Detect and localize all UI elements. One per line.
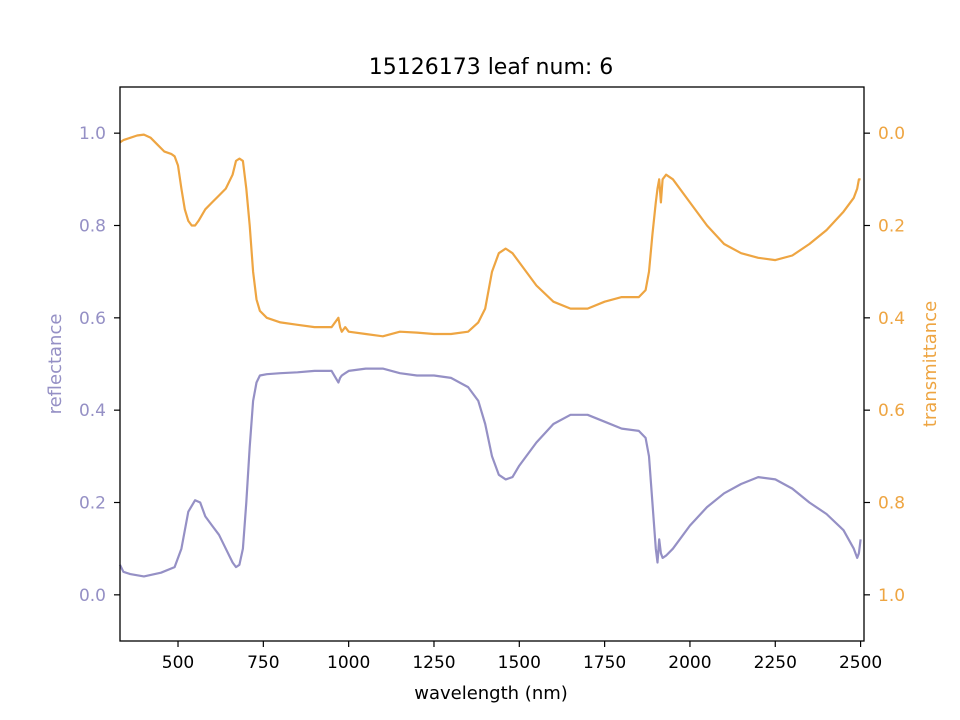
x-axis: 500 750 1000 1250 1500 1750 2000 2250 2500	[162, 641, 882, 673]
right-y-tick-label: 1.0	[878, 586, 905, 606]
left-y-tick-label: 0.4	[79, 401, 106, 421]
right-y-tick-label: 0.0	[878, 124, 905, 144]
y-axis-right-label: transmittance	[920, 301, 941, 427]
y-axis-left: 0.0 0.2 0.4 0.6 0.8 1.0	[79, 124, 120, 606]
x-tick-label: 1250	[412, 653, 455, 673]
plot-frame	[119, 86, 865, 642]
x-tick-label: 1500	[498, 653, 541, 673]
y-axis-left-label: reflectance	[45, 314, 66, 415]
transmittance-series-line	[119, 133, 861, 338]
x-tick-label: 2500	[839, 653, 882, 673]
x-tick-label: 500	[162, 653, 194, 673]
x-tick-label: 1750	[583, 653, 626, 673]
series-layer	[119, 133, 862, 578]
right-y-tick-label: 0.2	[878, 217, 905, 237]
y-axis-right: 0.0 0.2 0.4 0.6 0.8 1.0	[864, 124, 905, 606]
x-axis-label: wavelength (nm)	[414, 683, 568, 704]
left-y-tick-label: 1.0	[79, 124, 106, 144]
x-tick-label: 750	[247, 653, 279, 673]
left-y-tick-label: 0.6	[79, 309, 106, 329]
right-y-tick-label: 0.8	[878, 494, 905, 514]
left-y-tick-label: 0.8	[79, 217, 106, 237]
chart-title: 15126173 leaf num: 6	[369, 55, 614, 80]
left-y-tick-label: 0.2	[79, 494, 106, 514]
right-y-tick-label: 0.4	[878, 309, 905, 329]
right-y-tick-label: 0.6	[878, 401, 905, 421]
x-tick-label: 2250	[754, 653, 797, 673]
left-y-tick-label: 0.0	[79, 586, 106, 606]
reflectance-series-line	[119, 367, 862, 578]
x-tick-label: 1000	[327, 653, 370, 673]
x-tick-label: 2000	[668, 653, 711, 673]
